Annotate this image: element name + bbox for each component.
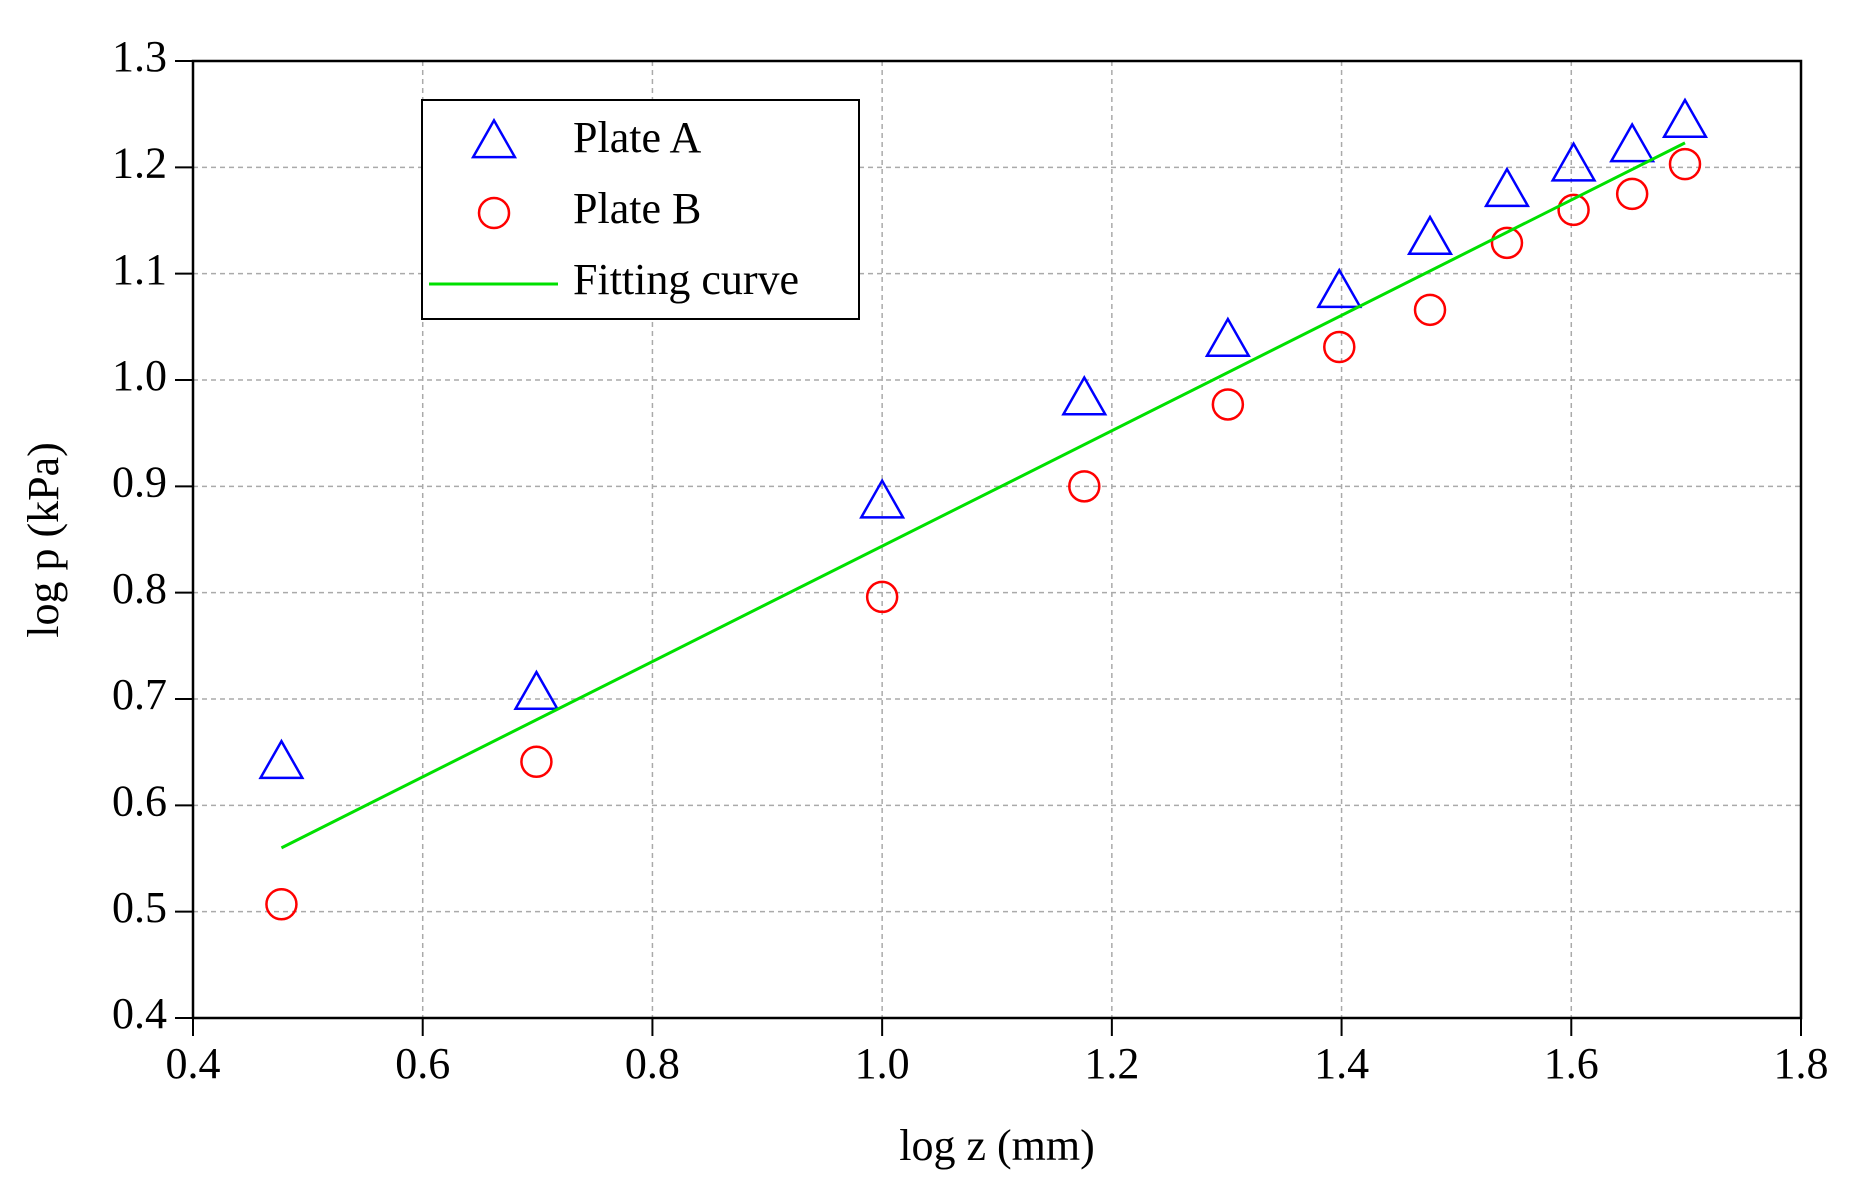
triangle-marker — [1204, 316, 1251, 358]
y-tick-label: 1.3 — [112, 32, 167, 81]
y-tick-label: 0.4 — [112, 989, 167, 1038]
x-tick-label: 0.8 — [625, 1039, 680, 1088]
triangle-marker — [1609, 121, 1656, 163]
legend-marker — [477, 196, 511, 230]
y-tick-label: 1.2 — [112, 138, 167, 187]
circle-marker — [1323, 330, 1356, 364]
x-tick-label: 1.6 — [1544, 1039, 1599, 1088]
x-tick-label: 1.2 — [1084, 1039, 1139, 1088]
y-tick-label: 0.6 — [112, 776, 167, 825]
triangle-marker — [859, 478, 906, 519]
x-tick-label: 0.4 — [166, 1039, 221, 1088]
triangle-marker — [513, 669, 560, 711]
circle-marker — [1490, 226, 1524, 260]
legend-label: Plate B — [573, 184, 701, 233]
circle-marker — [1211, 388, 1245, 421]
circle-marker — [1413, 293, 1447, 327]
y-axis-label: log p (kPa) — [19, 442, 68, 638]
triangle-marker — [258, 738, 305, 780]
triangle-marker — [1316, 267, 1363, 309]
triangle-marker — [1550, 141, 1597, 182]
x-tick-label: 0.6 — [395, 1039, 450, 1088]
circle-marker — [1615, 177, 1649, 211]
y-tick-label: 0.7 — [112, 670, 167, 719]
circle-marker — [265, 887, 298, 921]
y-tick-label: 0.8 — [112, 564, 167, 613]
triangle-marker — [1061, 375, 1108, 416]
triangle-marker — [1661, 97, 1709, 138]
triangle-marker — [1483, 166, 1530, 208]
triangle-marker — [1406, 214, 1454, 255]
x-axis-label: log z (mm) — [899, 1121, 1095, 1170]
circle-marker — [1068, 470, 1101, 503]
plot-frame — [191, 59, 1803, 1020]
x-tick-label: 1.8 — [1774, 1039, 1829, 1088]
x-tick-label: 1.0 — [855, 1039, 910, 1088]
legend-label: Plate A — [573, 113, 702, 162]
circle-marker — [520, 745, 553, 778]
legend-label: Fitting curve — [573, 255, 799, 304]
legend-marker — [470, 117, 518, 159]
circle-marker — [1557, 193, 1590, 227]
fit-line — [280, 141, 1686, 850]
circle-marker — [865, 580, 899, 614]
x-tick-label: 1.4 — [1314, 1039, 1369, 1088]
y-tick-label: 1.0 — [112, 351, 167, 400]
y-tick-label: 0.5 — [112, 883, 167, 932]
circle-marker — [1668, 147, 1702, 181]
y-tick-label: 0.9 — [112, 457, 167, 506]
y-tick-label: 1.1 — [112, 245, 167, 294]
